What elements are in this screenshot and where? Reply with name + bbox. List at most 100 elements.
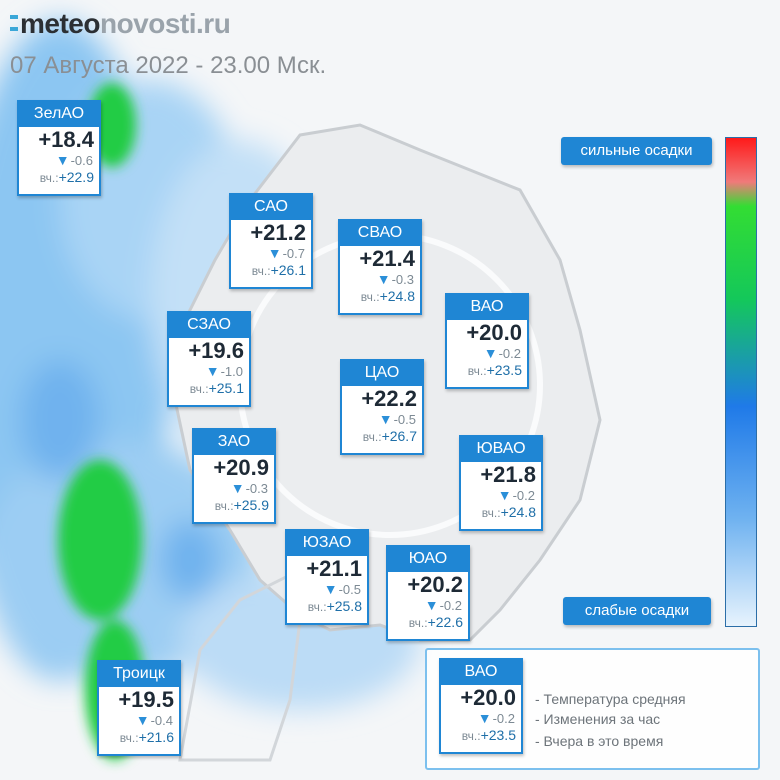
temperature: +21.4 [359, 246, 415, 271]
change-value: -0.2 [512, 488, 535, 503]
district-name: ВАО [446, 294, 528, 320]
yesterday: вч.:+25.1 [169, 379, 249, 398]
district-name: САО [230, 194, 312, 220]
yesterday-label: вч.: [467, 364, 487, 378]
district-card: ЮВАО +21.8 ▼-0.2 вч.:+24.8 [459, 435, 543, 531]
hourly-change: ▼-0.5 [342, 411, 422, 428]
temperature: +20.2 [407, 572, 463, 597]
hourly-change: ▼-0.2 [388, 597, 468, 614]
hourly-change: ▼-0.3 [340, 271, 420, 288]
subtitle: 07 Августа 2022 - 23.00 Мск. [10, 52, 327, 79]
change-value: -0.4 [150, 713, 173, 728]
yesterday-value: +26.7 [381, 428, 417, 444]
hourly-change: ▼-0.2 [441, 711, 521, 727]
yesterday: вч.:+22.6 [388, 613, 468, 632]
district-name: Троицк [98, 661, 180, 687]
district-name: ЮЗАО [286, 530, 368, 556]
key-note: - Изменения за час [535, 711, 661, 727]
change-value: -0.7 [282, 246, 305, 261]
yesterday-label: вч.: [307, 600, 327, 614]
new-moscow-outline [178, 557, 323, 762]
hourly-change: ▼-0.3 [194, 480, 274, 497]
temperature: +22.2 [361, 386, 417, 411]
yesterday-value: +22.6 [427, 614, 463, 630]
down-arrow: ▼ [323, 581, 338, 597]
yesterday-value: +25.8 [326, 598, 362, 614]
district-card: ЗелАО +18.4 ▼-0.6 вч.:+22.9 [17, 100, 101, 196]
hourly-change: ▼-0.2 [461, 487, 541, 504]
temperature: +18.4 [38, 127, 94, 152]
yesterday-value: +23.5 [486, 362, 522, 378]
district-name: ЦАО [341, 360, 423, 386]
logo-text: meteo [20, 8, 100, 39]
yesterday-label: вч.: [362, 430, 382, 444]
district-name: ЮАО [387, 546, 469, 572]
yesterday-value: +23.5 [480, 727, 516, 743]
logo-icon [10, 15, 18, 31]
district-card: САО +21.2 ▼-0.7 вч.:+26.1 [229, 193, 313, 289]
change-value: -0.2 [439, 598, 462, 613]
change-value: -0.5 [393, 412, 416, 427]
change-value: -0.3 [245, 481, 268, 496]
change-value: -0.2 [498, 346, 521, 361]
down-arrow: ▼ [376, 271, 391, 287]
legend-high: сильные осадки [561, 137, 712, 165]
yesterday-value: +25.1 [208, 380, 244, 396]
yesterday: вч.:+26.7 [342, 427, 422, 446]
district-card: ВАО +20.0 ▼-0.2 вч.:+23.5 [445, 293, 529, 389]
down-arrow: ▼ [424, 597, 439, 613]
logo: meteonovosti.ru [10, 8, 231, 40]
district-card: ЗАО +20.9 ▼-0.3 вч.:+25.9 [192, 428, 276, 524]
down-arrow: ▼ [483, 345, 498, 361]
yesterday: вч.:+21.6 [99, 728, 179, 747]
yesterday-value: +25.9 [233, 497, 269, 513]
down-arrow: ▼ [135, 712, 150, 728]
yesterday-label: вч.: [461, 729, 481, 743]
yesterday-label: вч.: [119, 731, 139, 745]
yesterday-label: вч.: [408, 616, 428, 630]
key-note: - Вчера в это время [535, 733, 664, 749]
down-arrow: ▼ [55, 152, 70, 168]
yesterday: вч.:+25.9 [194, 496, 274, 515]
district-card: ЦАО +22.2 ▼-0.5 вч.:+26.7 [340, 359, 424, 455]
district-name: СЗАО [168, 312, 250, 338]
yesterday-value: +24.8 [500, 504, 536, 520]
temperature: +20.9 [213, 455, 269, 480]
district-card: ЮЗАО +21.1 ▼-0.5 вч.:+25.8 [285, 529, 369, 625]
down-arrow: ▼ [205, 363, 220, 379]
yesterday: вч.:+24.8 [340, 287, 420, 306]
yesterday: вч.:+22.9 [19, 168, 99, 187]
yesterday: вч.:+23.5 [441, 726, 521, 745]
change-value: -0.6 [70, 153, 93, 168]
district-name: СВАО [339, 220, 421, 246]
yesterday: вч.:+24.8 [461, 503, 541, 522]
yesterday-label: вч.: [39, 171, 59, 185]
district-name: ЗелАО [18, 101, 100, 127]
district-card: ВАО +20.0 ▼-0.2 вч.:+23.5 [439, 658, 523, 754]
yesterday: вч.:+25.8 [287, 597, 367, 616]
down-arrow: ▼ [378, 411, 393, 427]
down-arrow: ▼ [497, 487, 512, 503]
yesterday-label: вч.: [360, 290, 380, 304]
hourly-change: ▼-0.6 [19, 152, 99, 169]
temperature: +20.0 [466, 320, 522, 345]
yesterday-value: +21.6 [138, 729, 174, 745]
yesterday-value: +26.1 [270, 262, 306, 278]
district-name: ЮВАО [460, 436, 542, 462]
legend-low: слабые осадки [563, 597, 711, 625]
district-name: ВАО [440, 659, 522, 685]
yesterday-label: вч.: [189, 382, 209, 396]
change-value: -0.5 [338, 582, 361, 597]
logo-text: novosti.ru [99, 8, 231, 39]
hourly-change: ▼-0.7 [231, 246, 311, 262]
hourly-change: ▼-0.4 [99, 712, 179, 729]
yesterday: вч.:+26.1 [231, 261, 311, 280]
yesterday-value: +24.8 [379, 288, 415, 304]
hourly-change: ▼-0.2 [447, 345, 527, 362]
district-card: СВАО +21.4 ▼-0.3 вч.:+24.8 [338, 219, 422, 315]
district-card: Троицк +19.5 ▼-0.4 вч.:+21.6 [97, 660, 181, 756]
change-value: -0.3 [391, 272, 414, 287]
key-note: - Температура средняя [535, 691, 686, 707]
down-arrow: ▼ [230, 480, 245, 496]
